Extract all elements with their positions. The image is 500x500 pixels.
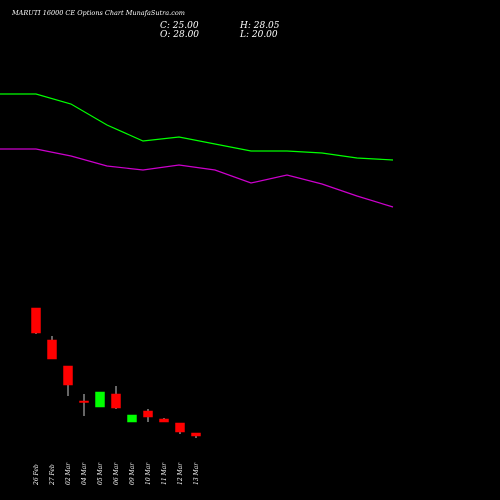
candle-10-mar: [143, 409, 153, 422]
close-value: C: 25.00: [160, 21, 199, 31]
candle-body: [79, 400, 89, 403]
x-tick-label: 06 Mar: [113, 462, 120, 485]
candle-body: [47, 339, 57, 360]
candle-body: [111, 393, 121, 409]
candle-27-feb: [47, 336, 57, 360]
candle-04-mar: [79, 394, 89, 416]
open-value: O: 28.00: [160, 30, 199, 40]
candle-05-mar: [95, 391, 105, 408]
candle-02-mar: [63, 365, 73, 396]
x-tick-label: 02 Mar: [65, 462, 72, 485]
candle-09-mar: [127, 414, 137, 423]
x-tick-label: 11 Mar: [161, 462, 168, 485]
chart-title: MARUTI 16000 CE Options Chart MunafaSutr…: [11, 9, 185, 17]
candles-layer: [31, 307, 201, 438]
moving-average-line-2: [0, 148, 394, 208]
candle-body: [175, 422, 185, 433]
x-tick-label: 27 Feb: [49, 464, 56, 486]
moving-average-layer: [0, 93, 394, 208]
candle-06-mar: [111, 386, 121, 409]
low-value: L: 20.00: [239, 30, 278, 40]
x-tick-label: 26 Feb: [33, 464, 40, 486]
high-value: H: 28.05: [239, 21, 280, 31]
candle-body: [159, 418, 169, 423]
moving-average-line-1: [0, 93, 394, 161]
candle-13-mar: [191, 432, 201, 438]
candle-body: [191, 432, 201, 437]
candle-12-mar: [175, 422, 185, 434]
x-tick-label: 10 Mar: [145, 462, 152, 485]
candle-body: [127, 414, 137, 423]
candle-body: [143, 410, 153, 418]
candle-26-feb: [31, 307, 41, 334]
candle-body: [63, 365, 73, 386]
candle-body: [95, 391, 105, 408]
x-tick-label: 04 Mar: [81, 462, 88, 485]
x-tick-label: 13 Mar: [193, 462, 200, 485]
x-tick-label: 09 Mar: [129, 462, 136, 485]
candle-body: [31, 307, 41, 334]
x-tick-label: 05 Mar: [97, 462, 104, 485]
x-tick-label: 12 Mar: [177, 462, 184, 485]
x-axis-labels: 26 Feb 27 Feb 02 Mar 04 Mar 05 Mar 06 Mar 09 M…: [33, 462, 200, 486]
candle-11-mar: [159, 418, 169, 423]
